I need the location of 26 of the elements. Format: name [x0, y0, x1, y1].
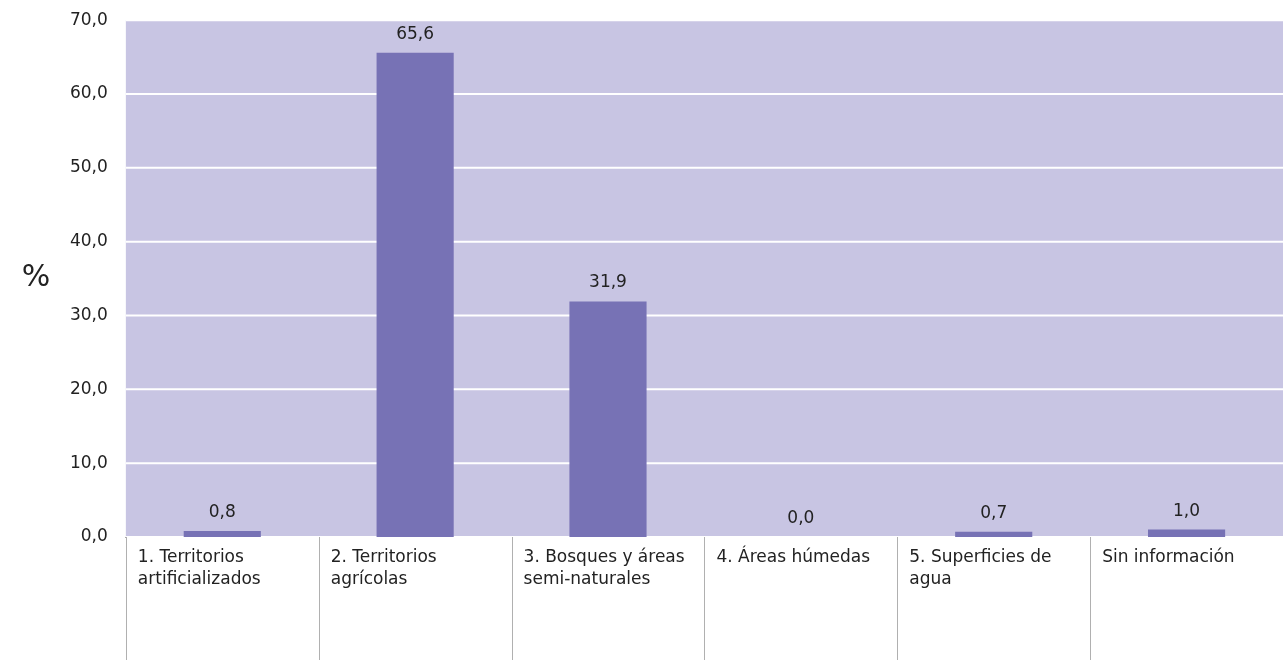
x-tick-label: 1. Territorios artificializados: [137, 545, 261, 588]
x-tick-label: 5. Superficies de agua: [909, 545, 1052, 588]
y-tick-label: 10,0: [69, 451, 108, 472]
data-label: 0,0: [787, 506, 815, 527]
y-tick-label: 20,0: [69, 377, 108, 398]
y-tick-label: 60,0: [69, 82, 108, 103]
bar: [376, 52, 454, 537]
y-tick-label: 50,0: [69, 156, 108, 177]
data-label: 31,9: [589, 271, 627, 292]
y-tick-label: 30,0: [69, 303, 108, 324]
data-label: 1,0: [1173, 499, 1201, 520]
y-tick-label: 0,0: [80, 525, 108, 546]
data-label: 0,8: [208, 501, 236, 522]
x-tick-label: 4. Áreas húmedas: [716, 544, 871, 566]
bar: [569, 301, 647, 537]
x-tick-label: 2. Territorios agrícolas: [330, 545, 437, 588]
x-tick-label: 3. Bosques y áreas semi-naturales: [523, 545, 685, 588]
data-label: 65,6: [396, 22, 435, 43]
data-label: 0,7: [980, 501, 1008, 522]
x-tick-label: Sin información: [1102, 545, 1235, 566]
y-tick-label: 70,0: [69, 8, 108, 29]
bar: [1148, 529, 1226, 537]
y-tick-label: 40,0: [69, 230, 108, 251]
y-axis-title: %: [21, 258, 51, 294]
bar: [183, 531, 261, 537]
bar: [955, 531, 1033, 537]
